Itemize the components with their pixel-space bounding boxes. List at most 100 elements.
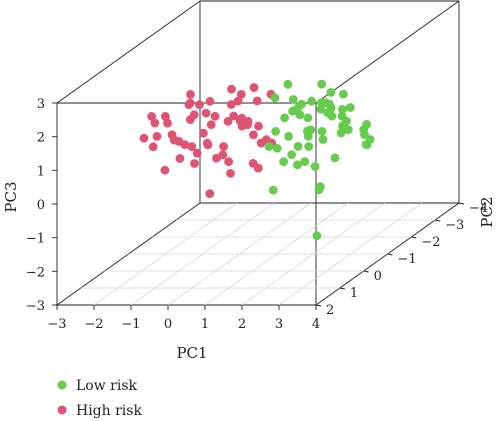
data-point-low-risk [360,130,369,140]
data-point-high-risk [212,153,221,163]
x-tick-label: 0 [164,317,172,332]
data-point-high-risk [205,96,215,106]
y-tick-label: −1 [398,252,417,267]
data-point-high-risk [163,118,172,128]
data-point-high-risk [254,121,263,131]
y-tick-label: −4 [469,201,488,216]
data-point-low-risk [270,93,280,103]
data-point-high-risk [175,154,185,163]
legend-label-low-risk: Low risk [76,378,138,394]
data-point-low-risk [318,135,328,144]
y-tick-mark [339,287,345,290]
data-point-low-risk [295,110,305,120]
x-tick-label: 4 [312,317,320,332]
box-edge [56,0,201,104]
data-point-low-risk [317,98,326,107]
x-tick-label: 1 [201,317,209,332]
z-tick-label: −3 [26,299,45,314]
data-point-low-risk [280,113,289,123]
data-point-low-risk [284,132,293,141]
data-point-high-risk [248,159,258,168]
data-point-high-risk [150,118,160,128]
data-point-low-risk [338,105,347,114]
data-points [139,79,375,241]
data-point-high-risk [252,96,262,106]
data-point-high-risk [201,108,211,118]
data-point-high-risk [226,100,236,109]
tick-labels: −3 −2 −1 0 1 2 3 4 −4 −3 −2 −1 0 1 2 −3 −2 −1 0 1 2 3 [26,97,488,332]
floor-grid [80,202,436,306]
data-point-high-risk [195,100,204,109]
data-point-low-risk [361,140,371,149]
x-tick-label: −1 [121,317,140,332]
data-point-low-risk [294,101,304,111]
data-point-low-risk [279,157,288,167]
data-point-high-risk [219,142,229,151]
data-point-low-risk [316,104,326,114]
data-point-high-risk [237,113,247,123]
data-point-high-risk [233,96,243,106]
y-tick-label: 1 [350,286,358,301]
data-point-high-risk [223,117,233,126]
data-point-high-risk [206,120,216,129]
y-tick-label: −3 [445,218,464,233]
y-tick-mark [315,304,322,307]
data-point-low-risk [337,111,347,121]
data-point-low-risk [304,142,314,151]
data-point-low-risk [288,95,298,104]
y-tick-mark [435,219,441,222]
x-tick-label: 2 [238,317,246,332]
y-tick-label: 0 [374,269,382,284]
data-point-high-risk [147,112,157,121]
z-tick-label: 2 [37,131,45,146]
data-point-high-risk [249,83,259,92]
data-point-low-risk [287,150,296,160]
data-point-high-risk [190,159,199,168]
data-point-low-risk [336,128,346,138]
legend: Low risk High risk [57,378,142,419]
z-tick-label: −2 [26,265,45,280]
data-point-low-risk [343,125,353,135]
data-point-high-risk [152,132,162,141]
data-point-low-risk [283,79,293,89]
legend-label-high-risk: High risk [76,403,142,419]
data-point-high-risk [224,157,234,167]
y-tick-mark [411,236,417,239]
data-point-low-risk [272,143,282,153]
data-point-low-risk [264,142,274,151]
data-point-high-risk [180,140,190,150]
data-point-high-risk [249,130,258,140]
data-point-high-risk [210,111,220,121]
y-tick-label: 2 [326,303,334,318]
y-tick-mark [387,253,393,256]
z-tick-label: 0 [37,198,45,213]
x-tick-label: −2 [84,317,103,332]
data-point-low-risk [345,103,355,112]
data-point-high-risk [205,189,215,199]
x-axis-title: PC1 [176,344,207,362]
data-point-low-risk [317,79,327,89]
x-tick-label: −3 [47,317,66,332]
data-point-high-risk [199,128,208,138]
data-point-high-risk [236,90,246,99]
data-point-high-risk [227,84,236,94]
data-point-low-risk [314,185,324,195]
data-point-high-risk [169,135,179,145]
data-point-high-risk [184,100,194,110]
data-point-high-risk [148,142,158,152]
legend-marker-low-risk [57,380,67,390]
z-tick-label: 1 [37,164,45,179]
data-point-high-risk [189,110,199,120]
data-point-low-risk [268,185,278,195]
data-point-low-risk [293,160,302,170]
data-point-low-risk [327,111,337,121]
data-point-high-risk [139,133,149,143]
z-axis-title: PC3 [2,181,20,212]
data-point-low-risk [310,162,320,171]
data-point-low-risk [306,125,316,135]
data-point-high-risk [186,90,195,99]
data-point-low-risk [339,89,348,99]
z-tick-label: −1 [26,232,45,247]
data-point-low-risk [307,96,316,106]
